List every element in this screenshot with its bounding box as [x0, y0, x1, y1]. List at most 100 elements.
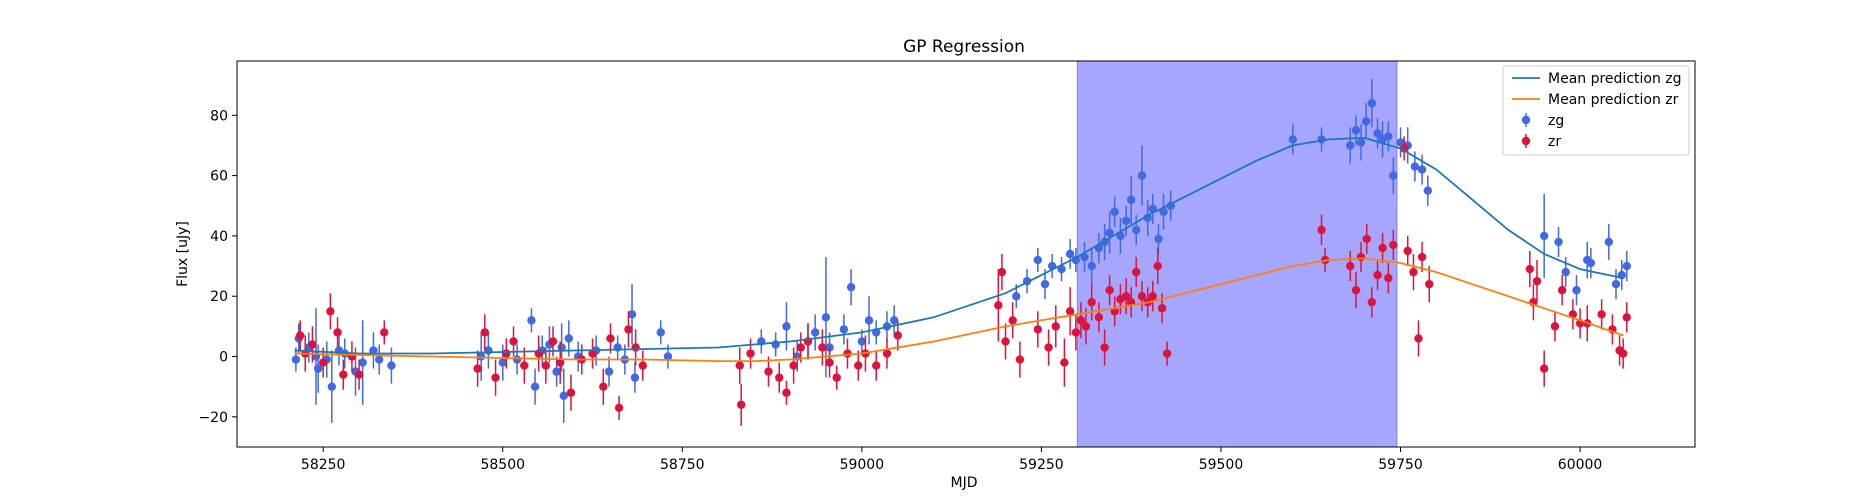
zg-point: [527, 316, 536, 325]
zg-point: [604, 367, 614, 376]
zr-point: [1162, 349, 1172, 358]
y-tick-label: 40: [210, 229, 228, 245]
x-tick-label: 59250: [1019, 457, 1064, 473]
zg-point: [1554, 237, 1563, 247]
zr-point: [624, 325, 633, 334]
zr-point: [872, 361, 881, 370]
axes-frame: [236, 60, 1696, 448]
x-tick-label: 59000: [840, 457, 885, 473]
zg-point: [1159, 207, 1168, 216]
zg-point: [1040, 279, 1050, 289]
zg-point: [630, 373, 640, 382]
zr-point: [473, 364, 482, 373]
zg-point: [530, 382, 540, 391]
zg-point: [1604, 237, 1614, 247]
zr-point: [843, 349, 852, 358]
zr-point: [1403, 246, 1412, 256]
legend: Mean prediction zg Mean prediction zr zg zr: [1502, 65, 1690, 156]
zr-point: [1148, 292, 1157, 301]
chart-title: GP Regression: [903, 37, 1025, 57]
zr-point: [1060, 358, 1069, 367]
zg-point: [1126, 195, 1136, 204]
zr-point: [1015, 355, 1025, 364]
zr-point: [1622, 313, 1631, 322]
zr-point: [339, 370, 348, 379]
zg-point: [1033, 255, 1043, 265]
zg-point: [1361, 117, 1371, 126]
zr-point: [1373, 270, 1382, 280]
zg-point: [1110, 207, 1119, 216]
zr-point: [1414, 334, 1423, 343]
zr-point: [1121, 292, 1131, 301]
zr-point: [1550, 322, 1560, 331]
zg-point: [810, 328, 820, 337]
zr-point: [1051, 322, 1060, 331]
zr-point: [480, 328, 489, 337]
zr-point: [854, 361, 863, 370]
zr-point: [1087, 298, 1096, 307]
zr-point: [1317, 225, 1326, 235]
zg-point: [1373, 129, 1382, 138]
zr-point: [994, 301, 1003, 310]
y-tick-label: 80: [210, 108, 228, 124]
zr-point: [893, 331, 902, 340]
legend-label: zg: [1548, 113, 1564, 129]
zr-point: [588, 349, 597, 358]
zg-point: [1423, 186, 1433, 195]
zr-point: [1105, 285, 1114, 295]
zr-point: [318, 358, 328, 367]
zr-point: [1384, 273, 1393, 283]
zr-point: [541, 361, 551, 370]
y-tick-label: 60: [210, 169, 228, 185]
line-mean-prediction-zr: [294, 257, 1624, 362]
zr-point: [825, 358, 834, 367]
zg-point: [552, 367, 561, 376]
legend-item-zg: zg: [1521, 113, 1564, 129]
x-tick-label: 60000: [1558, 457, 1603, 473]
legend-box: [1502, 65, 1690, 156]
zr-point: [1346, 261, 1355, 271]
zr-point: [491, 373, 500, 382]
legend-item-mean-prediction-zg: Mean prediction zg: [1512, 71, 1682, 87]
zr-point: [782, 388, 791, 397]
zr-point: [502, 349, 511, 358]
zr-point: [789, 361, 798, 370]
zr-point: [1356, 252, 1366, 262]
zg-point: [1539, 231, 1549, 241]
series-zr: [296, 136, 1631, 426]
x-axis-title: MJD: [951, 475, 978, 491]
zr-point: [997, 267, 1007, 277]
zg-point: [1367, 99, 1376, 108]
zg-point: [327, 382, 337, 391]
y-tick-label: −20: [198, 410, 228, 426]
zg-point: [1417, 165, 1427, 174]
x-tick-label: 58250: [301, 457, 346, 473]
zr-point: [1525, 264, 1535, 274]
legend-label: Mean prediction zg: [1548, 71, 1682, 87]
zr-point: [548, 337, 558, 346]
zg-point: [358, 358, 367, 367]
zr-point: [1071, 328, 1081, 337]
zg-point: [564, 334, 574, 343]
legend-marker-swatch: [1521, 136, 1531, 146]
zg-point: [857, 337, 867, 346]
zr-point: [556, 358, 565, 367]
zg-point: [821, 313, 831, 322]
zg-point: [1132, 225, 1141, 235]
zg-point: [1154, 234, 1163, 244]
zg-point: [1065, 249, 1075, 259]
zr-point: [1367, 298, 1376, 307]
zg-point: [1611, 279, 1621, 289]
zr-point: [1539, 364, 1549, 373]
zg-point: [476, 352, 486, 361]
zr-point: [1065, 307, 1075, 316]
legend-item-mean-prediction-zr: Mean prediction zr: [1512, 92, 1679, 108]
line-mean-prediction-zg: [294, 136, 1624, 355]
zg-point: [498, 358, 507, 367]
zr-point: [746, 349, 755, 358]
zg-point: [369, 346, 378, 355]
zr-point: [882, 349, 892, 358]
zr-point: [1409, 267, 1418, 277]
zg-point: [1351, 126, 1361, 135]
zr-point: [1001, 337, 1010, 346]
